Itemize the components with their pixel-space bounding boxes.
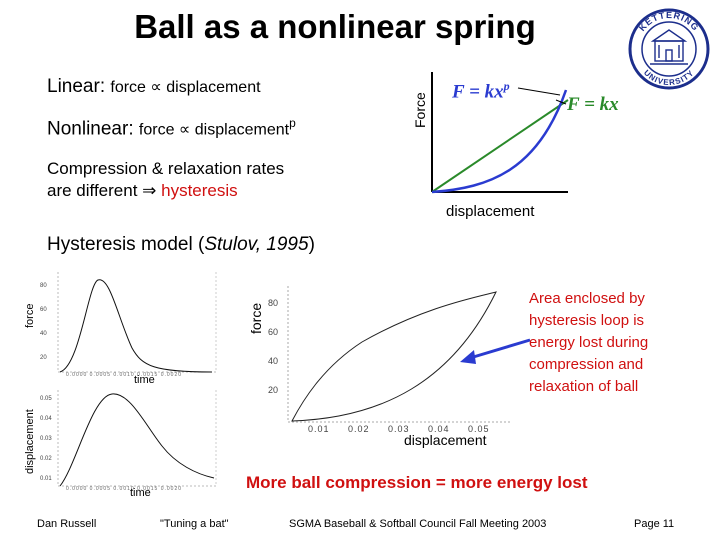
force-displacement-graph [410, 60, 650, 230]
force-time-xlabel: time [134, 374, 155, 386]
force-time-ytick: 80 [40, 283, 47, 289]
compression-line1: Compression & relaxation rates [47, 159, 285, 178]
hysteresis-model-heading: Hysteresis model (Stulov, 1995) [47, 234, 315, 256]
linear-prefix: Linear: [47, 76, 111, 97]
nonlinear-curve [431, 89, 568, 194]
area-line: energy lost during [529, 334, 649, 351]
nonlinear-relation: Nonlinear: force ∝ displacementp [47, 116, 296, 140]
linear-pointer [555, 99, 567, 105]
loop-xtick: 0.02 [348, 424, 370, 434]
linear-relation: Linear: force ∝ displacement [47, 76, 261, 98]
hysteresis-highlight: hysteresis [161, 181, 238, 200]
nonlinear-prefix: Nonlinear: [47, 118, 139, 140]
area-line: hysteresis loop is [529, 312, 645, 329]
area-line: relaxation of ball [529, 378, 639, 395]
linear-formula: F = kx [567, 94, 619, 115]
loop-ytick: 20 [268, 385, 278, 395]
hysteresis-model-prefix: Hysteresis model ( [47, 234, 205, 255]
svg-text:0.0000 0.0005 0.0010 0.0015 0.: 0.0000 0.0005 0.0010 0.0015 0.0020 [66, 372, 182, 378]
loop-ytick: 40 [268, 356, 278, 366]
area-line: compression and [529, 356, 644, 373]
force-time-curve [59, 279, 213, 373]
displacement-time-plot: 0.05 0.04 0.03 0.02 0.01 0.0000 0.0005 0… [36, 386, 226, 492]
nonlinear-exponent: p [289, 116, 296, 130]
loop-arrow [456, 336, 536, 366]
svg-text:0.04: 0.04 [40, 416, 52, 422]
conclusion-text: More ball compression = more energy lost [246, 473, 588, 492]
loop-xtick: 0.04 [428, 424, 450, 434]
top-graph-xlabel: displacement [446, 203, 535, 220]
svg-text:0.0000 0.0005 0.0010 0.0015 0.: 0.0000 0.0005 0.0010 0.0015 0.0020 [66, 486, 182, 492]
loop-xtick: 0.05 [468, 424, 490, 434]
compression-line2: are different ⇒ [47, 181, 162, 200]
force-time-plot: 80 60 40 20 0.0000 0.0005 0.0010 0.0015 … [36, 268, 226, 378]
nonlinear-pointer [517, 87, 561, 96]
slide-title: Ball as a nonlinear spring [134, 8, 536, 45]
hysteresis-loop-plot: 80 60 40 20 0.01 0.02 0.03 0.04 0.05 [262, 282, 522, 442]
university-seal-logo: KETTERING UNIVERSITY [628, 8, 710, 90]
displacement-time-ylabel: displacement [24, 409, 36, 474]
nonlinear-formula: F = kxp [452, 79, 510, 103]
hysteresis-model-citation: Stulov, 1995 [204, 234, 309, 255]
linear-text: force ∝ displacement [110, 79, 261, 96]
nonlinear-text: force ∝ displacement [138, 121, 290, 139]
loop-ytick: 80 [268, 298, 278, 308]
loop-xlabel: displacement [404, 432, 487, 448]
loop-xtick: 0.01 [308, 424, 330, 434]
hysteresis-model-suffix: ) [308, 234, 315, 255]
svg-text:0.03: 0.03 [40, 436, 52, 442]
footer-talk: "Tuning a bat" [160, 518, 229, 530]
force-time-ylabel: force [24, 303, 36, 328]
force-time-ytick: 60 [40, 307, 47, 313]
footer-page: Page 11 [634, 518, 675, 530]
loop-ylabel: force [248, 302, 264, 334]
displacement-time-curve [59, 393, 215, 487]
area-line: Area enclosed by [529, 290, 645, 307]
hysteresis-loop [291, 291, 497, 422]
loop-xtick: 0.03 [388, 424, 410, 434]
area-explanation: Area enclosed by hysteresis loop is ener… [529, 288, 709, 398]
linear-curve [431, 99, 569, 193]
displacement-time-xlabel: time [130, 487, 151, 499]
svg-text:0.01: 0.01 [40, 476, 52, 482]
nonlinear-formula-exp: p [503, 79, 510, 93]
force-time-ytick: 40 [40, 331, 47, 337]
nonlinear-formula-text: F = kx [452, 81, 504, 103]
compression-note: Compression & relaxation rates are diffe… [47, 158, 284, 202]
top-graph-ylabel: Force [412, 92, 428, 128]
footer-meeting: SGMA Baseball & Softball Council Fall Me… [289, 518, 547, 530]
footer-author: Dan Russell [37, 518, 97, 530]
force-time-ytick: 20 [40, 355, 47, 361]
svg-text:0.05: 0.05 [40, 396, 52, 402]
loop-ytick: 60 [268, 327, 278, 337]
svg-text:0.02: 0.02 [40, 456, 52, 462]
